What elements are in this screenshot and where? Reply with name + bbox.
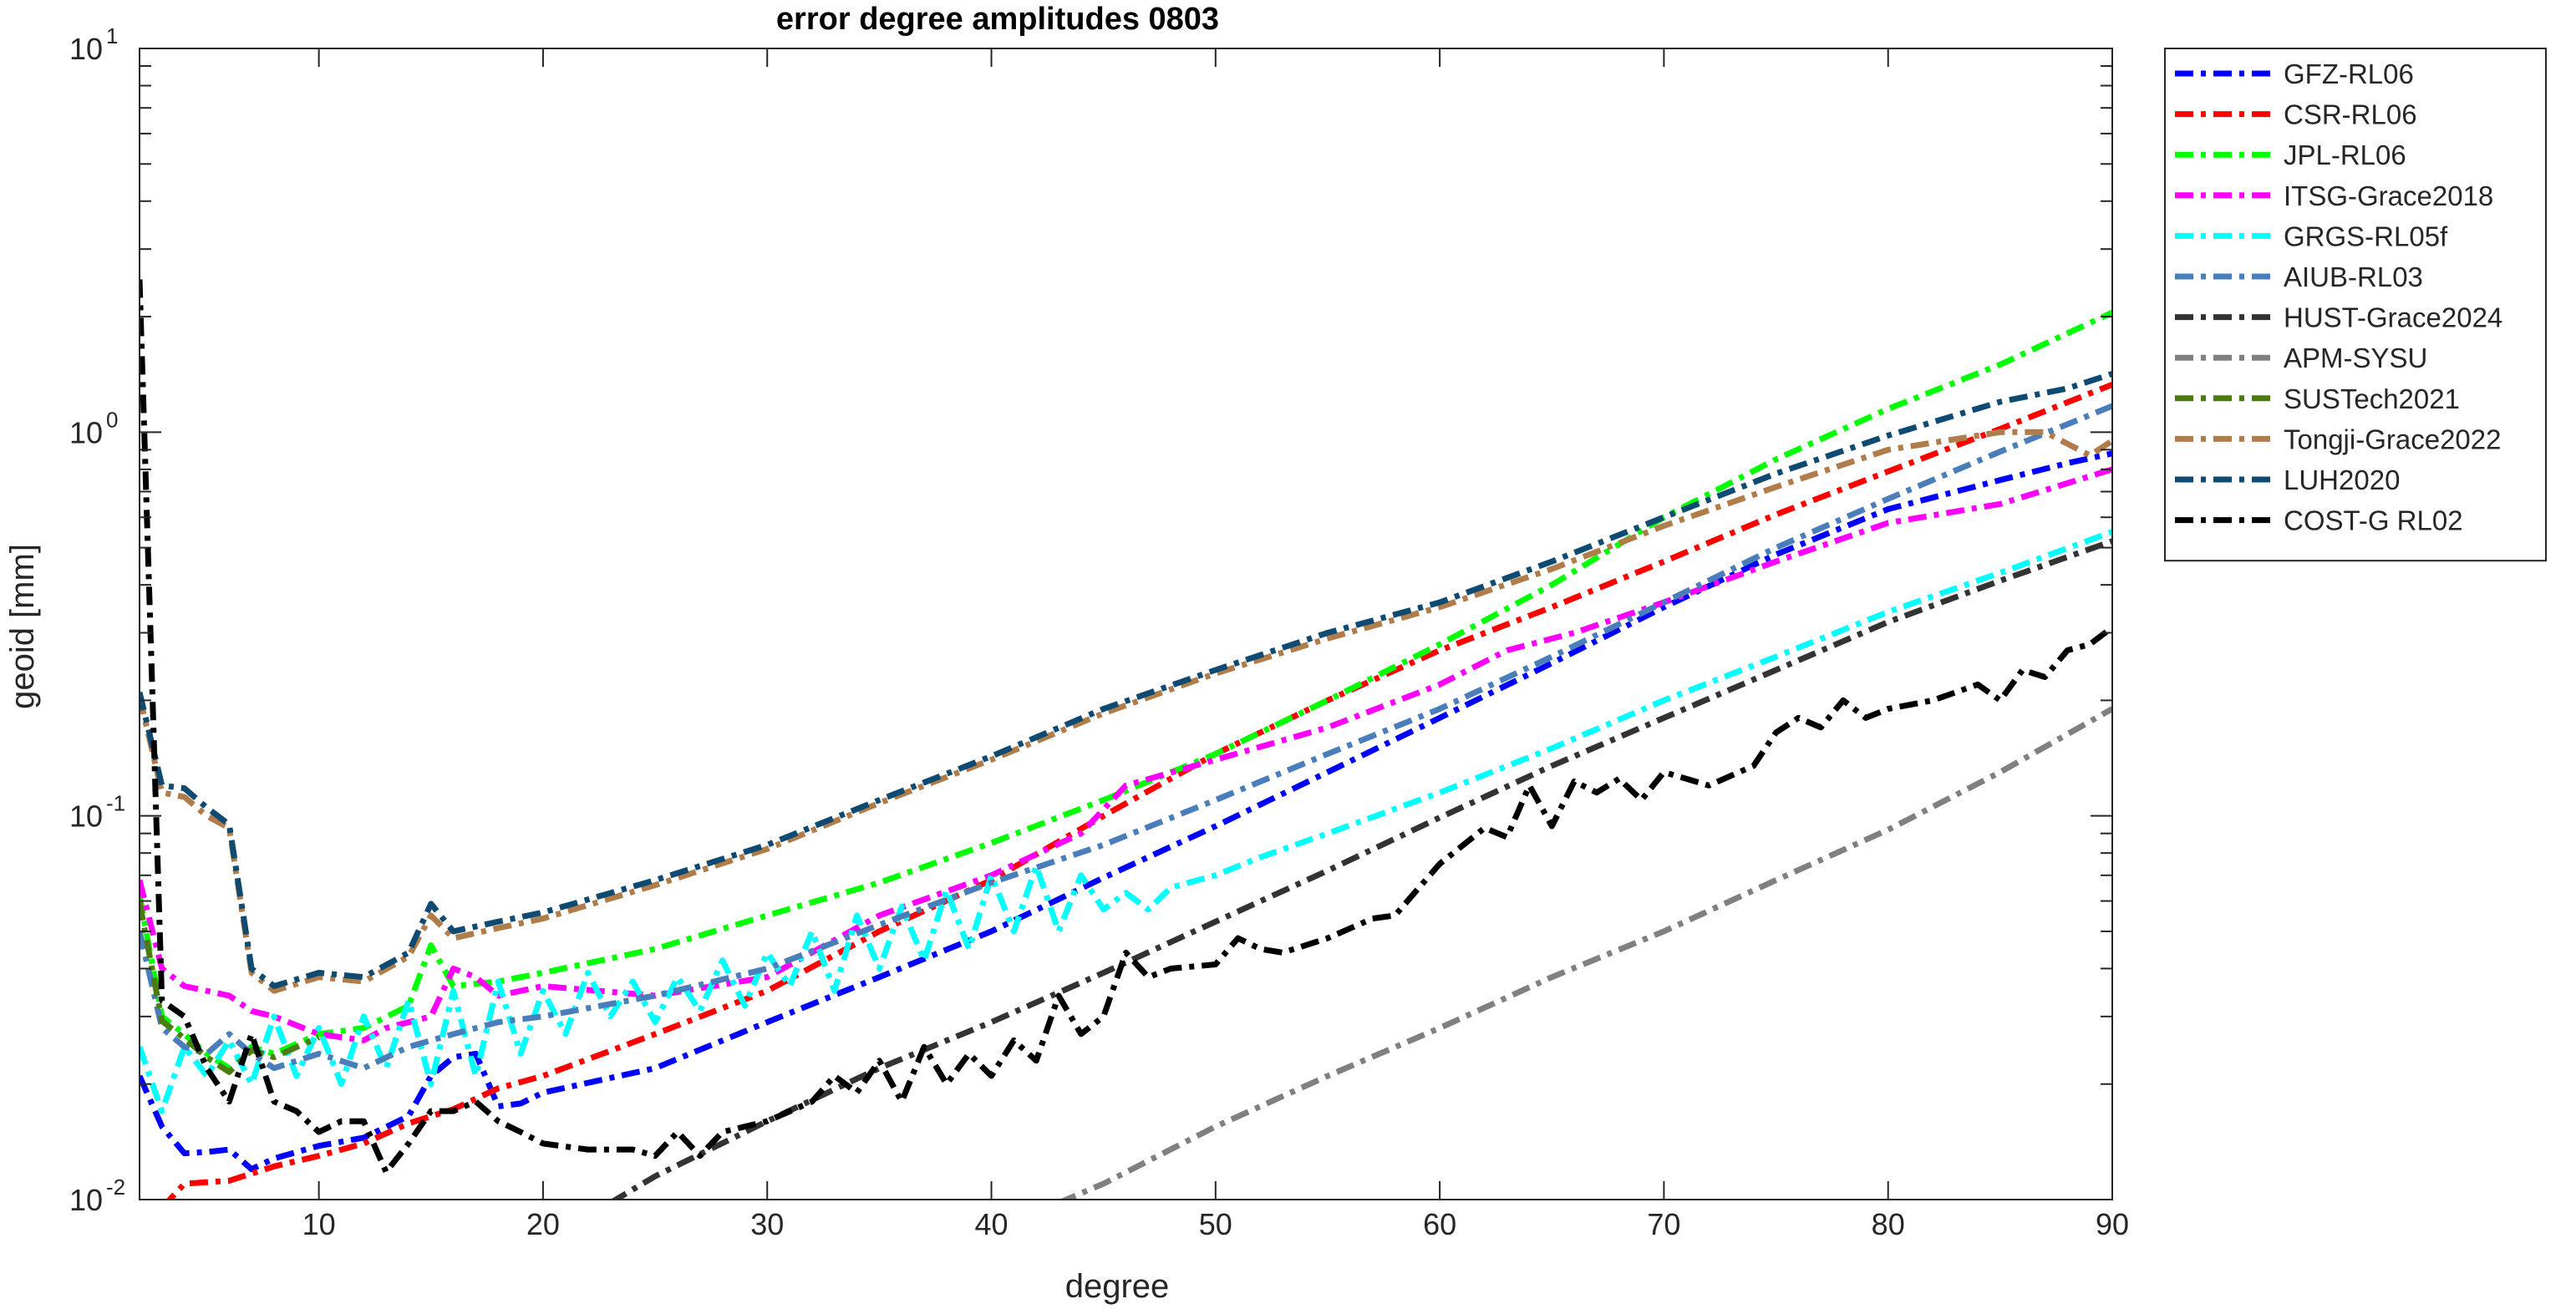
x-tick-label: 40	[974, 1207, 1008, 1241]
legend-label: GRGS-RL05f	[2284, 221, 2448, 251]
y-tick-exponent: 0	[106, 407, 118, 432]
series-line-1	[165, 382, 2112, 1200]
series-line-3	[140, 466, 2112, 1043]
x-tick-label: 50	[1199, 1207, 1232, 1241]
x-tick-label: 80	[1872, 1207, 1905, 1241]
y-tick-label: 10	[69, 32, 103, 66]
legend-label: ITSG-Grace2018	[2284, 180, 2493, 211]
series-line-5	[140, 403, 2112, 1072]
x-tick-label: 30	[750, 1207, 784, 1241]
x-tick-label: 70	[1647, 1207, 1680, 1241]
series-line-11	[140, 279, 2112, 1175]
series-line-0	[140, 450, 2112, 1173]
series-line-9	[140, 429, 2112, 994]
series-line-10	[140, 371, 2112, 989]
y-tick-label: 10	[69, 1183, 103, 1217]
x-tick-label: 60	[1423, 1207, 1456, 1241]
legend-box	[2164, 48, 2547, 562]
plot-frame	[139, 48, 2113, 1200]
x-tick-label: 20	[526, 1207, 560, 1241]
legend: GFZ-RL06 CSR-RL06 JPL-RL06 ITSG-Grace2018 GR…	[2164, 48, 2547, 562]
chart-title: error degree amplitudes 0803	[776, 2, 1219, 37]
series-line-8	[140, 901, 321, 1075]
legend-label: HUST-Grace2024	[2284, 302, 2502, 333]
y-tick-exponent: -1	[106, 791, 125, 816]
series-line-7	[1059, 706, 2112, 1200]
x-ticks: 10 20 30 40 50 60 70 80 90	[302, 48, 2129, 1241]
legend-label: AIUB-RL03	[2284, 261, 2423, 292]
legend-label: GFZ-RL06	[2284, 58, 2414, 89]
plot-lines	[140, 279, 2112, 1200]
series-line-6	[610, 538, 2112, 1200]
series-line-2	[140, 309, 2112, 1072]
legend-label: Tongji-Grace2022	[2284, 424, 2502, 454]
y-tick-exponent: -2	[106, 1175, 125, 1200]
legend-label: APM-SYSU	[2284, 342, 2427, 373]
legend-label: LUH2020	[2284, 464, 2400, 495]
legend-label: SUSTech2021	[2284, 383, 2460, 414]
x-tick-label: 90	[2096, 1207, 2129, 1241]
series-line-4	[140, 529, 2112, 1114]
y-tick-label: 10	[69, 415, 103, 449]
y-tick-label: 10	[69, 799, 103, 834]
x-tick-label: 10	[302, 1207, 336, 1241]
legend-label: COST-G RL02	[2284, 505, 2463, 536]
y-axis-label: geoid [mm]	[4, 544, 41, 709]
legend-label: CSR-RL06	[2284, 99, 2417, 130]
legend-label: JPL-RL06	[2284, 140, 2406, 170]
x-axis-label: degree	[1065, 1268, 1170, 1305]
y-tick-exponent: 1	[106, 23, 118, 48]
